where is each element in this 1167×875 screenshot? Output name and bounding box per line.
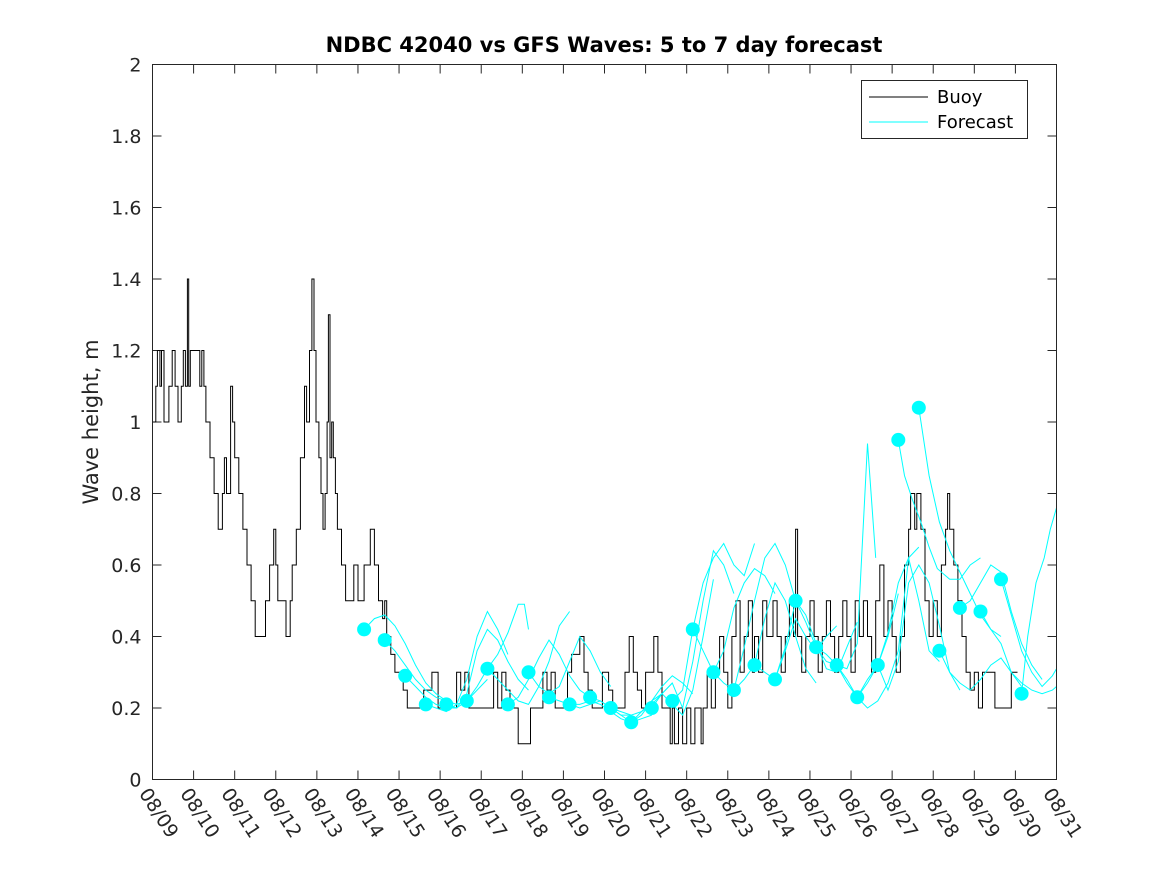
forecast-marker (418, 697, 433, 712)
forecast-track (589, 682, 673, 716)
forecast-track (363, 614, 447, 702)
forecast-track (651, 549, 735, 710)
y-tick-label: 1.6 (111, 198, 141, 220)
y-tick-label: 0.4 (111, 627, 141, 649)
forecast-track (548, 696, 632, 716)
forecast-marker (665, 693, 680, 708)
forecast-track (671, 542, 755, 702)
plot-area (152, 64, 1057, 780)
forecast-track (425, 610, 509, 713)
y-tick-label: 0.6 (111, 555, 141, 577)
forecast-track (918, 407, 1002, 637)
y-tick-label: 0.8 (111, 484, 141, 506)
plot-frame (152, 64, 1057, 780)
forecast-marker (521, 665, 536, 680)
forecast-track (528, 635, 612, 695)
forecast-marker (768, 672, 782, 687)
buoy-series (152, 278, 1018, 745)
legend-forecast-label: Forecast (937, 112, 1013, 133)
forecast-marker (911, 400, 926, 415)
forecast-marker (891, 432, 906, 447)
forecast-track (856, 556, 940, 698)
legend-buoy-label: Buoy (937, 87, 983, 108)
forecast-track (938, 650, 1023, 691)
y-tick-label: 0.2 (111, 698, 141, 720)
forecast-marker (439, 697, 454, 712)
buoy-line (152, 278, 1018, 745)
forecast-marker (726, 683, 741, 698)
forecast-series (357, 400, 1057, 730)
forecast-track (487, 611, 571, 706)
y-tick-label: 1 (129, 412, 141, 434)
forecast-marker (809, 640, 824, 655)
forecast-track (754, 617, 838, 681)
forecast-marker (562, 697, 577, 712)
forecast-marker (973, 604, 988, 619)
forecast-marker (932, 643, 947, 658)
forecast-marker (459, 693, 474, 708)
y-axis-ticks: 0 0.2 0.4 0.6 0.8 1 1.2 1.4 1.6 1.8 2 (111, 55, 1057, 792)
forecast-marker (542, 690, 556, 705)
forecast-marker (500, 697, 515, 712)
forecast-marker (357, 622, 372, 637)
forecast-track (877, 563, 961, 692)
forecast-marker (952, 600, 967, 615)
forecast-track (959, 564, 1043, 680)
forecast-track (507, 639, 591, 705)
forecast-marker (377, 633, 392, 648)
forecast-track (713, 542, 797, 691)
forecast-track (980, 611, 1057, 695)
forecast-track (446, 628, 529, 709)
forecast-marker (1014, 686, 1029, 701)
forecast-marker (870, 658, 885, 673)
y-axis-label: Wave height, m (79, 339, 103, 504)
forecast-track (1021, 507, 1057, 694)
forecast-marker (829, 658, 844, 673)
y-tick-label: 1.4 (111, 269, 141, 291)
y-tick-label: 0 (129, 770, 141, 792)
forecast-marker (685, 622, 700, 637)
chart-title: NDBC 42040 vs GFS Waves: 5 to 7 day fore… (326, 33, 883, 57)
y-tick-label: 1.8 (111, 126, 141, 148)
forecast-marker (480, 661, 495, 676)
forecast-marker (644, 701, 659, 715)
forecast-track (733, 581, 817, 691)
forecast-track (897, 439, 981, 580)
forecast-marker (706, 665, 721, 680)
forecast-track (836, 546, 920, 709)
forecast-marker (398, 668, 413, 683)
legend: Buoy Forecast (861, 80, 1028, 139)
forecast-marker (788, 593, 803, 608)
y-tick-label: 1.2 (111, 341, 141, 363)
forecast-marker (994, 572, 1008, 587)
y-tick-label: 2 (129, 55, 141, 77)
forecast-marker (747, 658, 762, 673)
forecast-marker (850, 690, 865, 705)
forecast-track (1000, 579, 1057, 688)
forecast-marker (583, 690, 598, 705)
forecast-track (466, 603, 529, 702)
forecast-marker (624, 715, 639, 730)
forecast-marker (603, 701, 618, 715)
legend-box (861, 80, 1028, 139)
